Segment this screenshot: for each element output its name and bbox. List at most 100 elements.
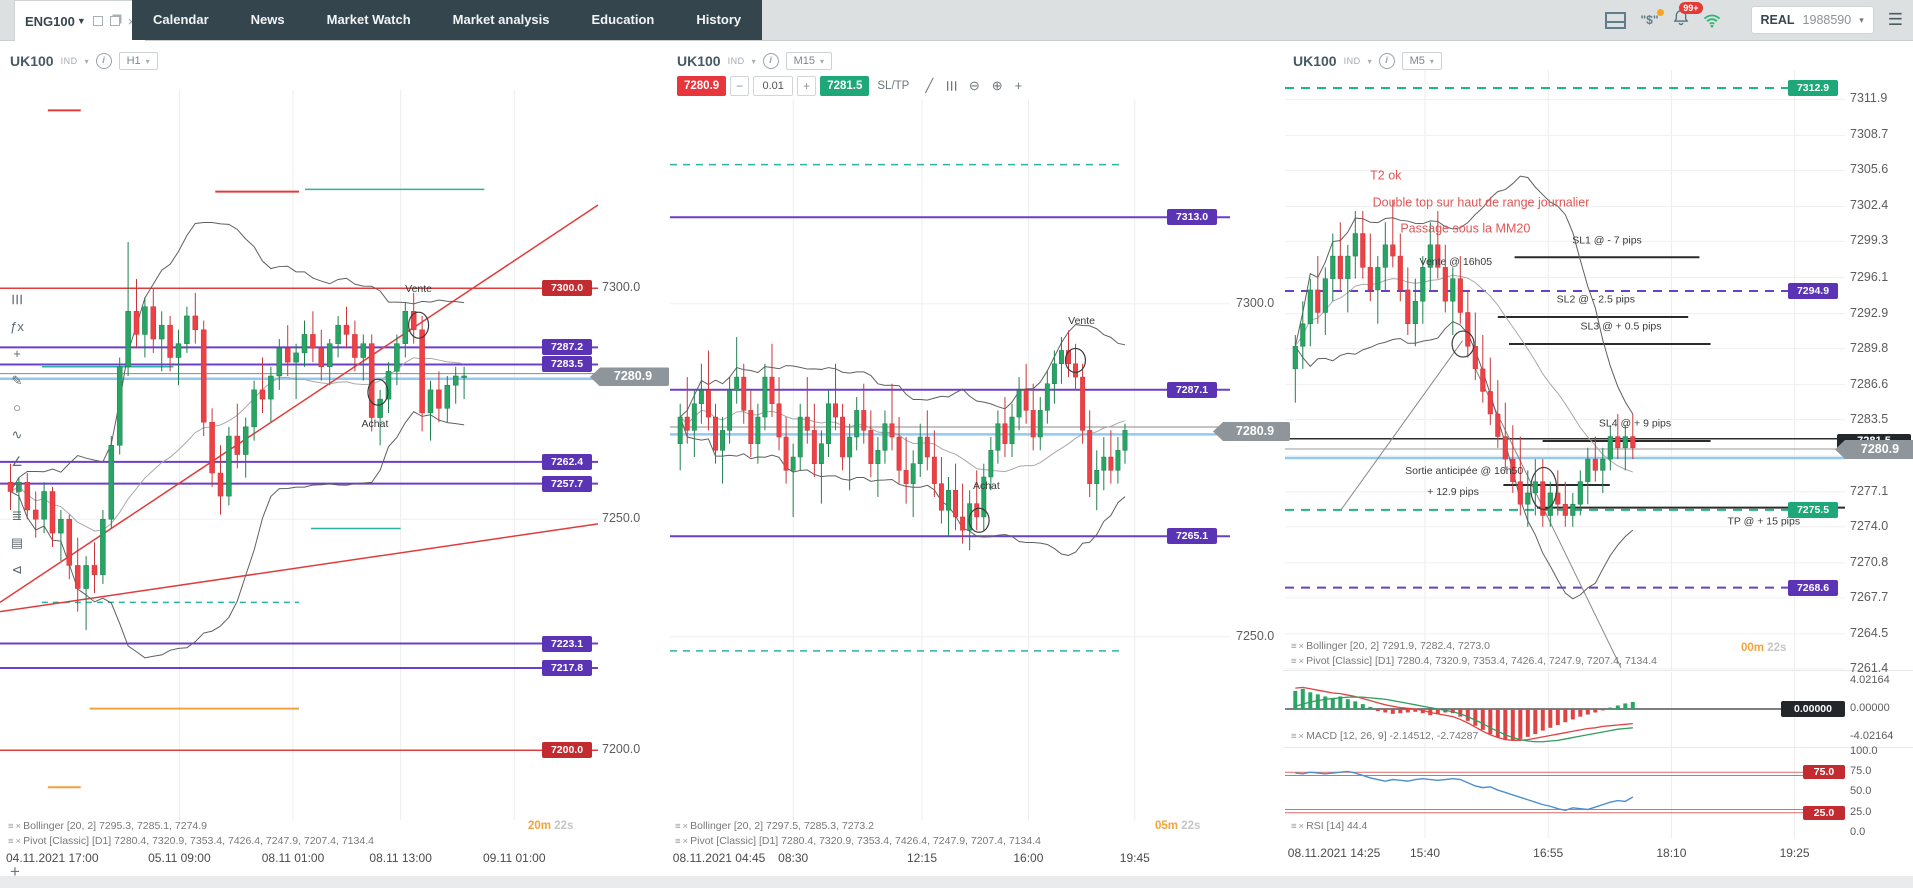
time-axis-label: 08.11.2021 14:25	[1287, 846, 1381, 860]
chevron-down-icon[interactable]: ▾	[751, 56, 756, 66]
indicator-settings-icon[interactable]: ≡	[8, 836, 14, 847]
rsi-panel-canvas[interactable]	[1285, 748, 1845, 838]
trendline-tool-icon[interactable]: ╱	[925, 78, 934, 93]
qty-increase-button[interactable]: +	[797, 76, 817, 96]
workspace-layout-icon[interactable]	[1605, 11, 1627, 29]
indicator-settings-icon[interactable]: ≡	[8, 821, 14, 832]
chart-pane-m15[interactable]: UK100 IND ▾ i M15 ▾ 7280.9 − 0.01 + 7281.…	[667, 40, 1290, 876]
notifications-bell-icon[interactable]: 99+	[1673, 2, 1703, 31]
top-bar: ENG100 ▼ × Calendar News Market Watch Ma…	[0, 0, 1913, 41]
sell-button[interactable]: 7280.9	[677, 76, 727, 96]
ellipse-tool-icon[interactable]: ○	[13, 400, 21, 415]
symbol-label[interactable]: UK100	[1293, 53, 1337, 69]
indicator-settings-icon[interactable]: ≡	[1291, 641, 1297, 652]
symbol-label[interactable]: UK100	[677, 53, 721, 69]
indicator-remove-icon[interactable]: ×	[15, 821, 22, 832]
indicators-fx-icon[interactable]: ƒx	[10, 319, 24, 334]
chevron-down-icon[interactable]: ▼	[76, 16, 86, 26]
price-axis-tick: 7299.3	[1850, 233, 1889, 248]
indicator-settings-icon[interactable]: ☰	[944, 80, 959, 92]
sltp-button[interactable]: SL/TP	[877, 80, 910, 92]
nav-item-market-watch[interactable]: Market Watch	[326, 12, 411, 27]
info-icon[interactable]: i	[95, 53, 112, 69]
indicator-settings-icon[interactable]: ≡	[675, 821, 681, 832]
layers-icon[interactable]: ▤	[10, 535, 24, 550]
angle-tool-icon[interactable]: ∠	[11, 454, 23, 469]
timeframe-selector[interactable]: M5 ▾	[1401, 52, 1442, 70]
buy-button[interactable]: 7281.5	[820, 76, 870, 96]
info-icon[interactable]: i	[762, 53, 779, 69]
popout-icon[interactable]	[92, 16, 103, 26]
indicator-legend-text: Pivot [Classic] [D1] 7280.4, 7320.9, 735…	[1306, 655, 1657, 667]
price-chart-canvas[interactable]: T2 ok Double top sur haut de range journa…	[1285, 70, 1845, 670]
price-level-badge: 7200.0	[542, 742, 592, 759]
qty-input[interactable]: 0.01	[753, 76, 794, 96]
indicator-remove-icon[interactable]: ×	[682, 836, 689, 847]
pencil-tool-icon[interactable]: ✎	[11, 373, 23, 388]
bar-countdown: 00m 22s	[1741, 642, 1787, 654]
chevron-down-icon[interactable]: ▾	[1367, 56, 1372, 66]
add-tool-icon[interactable]: +	[13, 346, 21, 361]
rsi-axis-tick: 0.0	[1850, 825, 1866, 838]
zoom-out-icon[interactable]: ⊖	[968, 78, 980, 93]
price-axis-tick: 7292.9	[1850, 305, 1889, 320]
share-icon[interactable]: ⊲	[11, 562, 23, 577]
info-icon[interactable]: i	[1378, 53, 1395, 69]
indicator-settings-icon[interactable]: ≡	[675, 836, 681, 847]
nav-item-news[interactable]: News	[250, 12, 285, 27]
qty-decrease-button[interactable]: −	[730, 76, 750, 96]
indicator-legend-text: RSI [14] 44.4	[1306, 820, 1368, 832]
indicator-settings-icon[interactable]: ≡	[1291, 731, 1297, 742]
nav-item-history[interactable]: History	[696, 12, 742, 27]
indicator-remove-icon[interactable]: ×	[1298, 821, 1305, 832]
document-tab[interactable]: ENG100 ▼ ×	[14, 0, 147, 41]
indicator-settings-icon[interactable]: ≡	[1291, 656, 1297, 667]
indicator-remove-icon[interactable]: ×	[1298, 731, 1305, 742]
time-axis-label: 09.11 01:00	[483, 851, 546, 865]
rsi-band-badge: 75.0	[1803, 765, 1845, 780]
chart-type-icon[interactable]: ☰	[9, 293, 25, 306]
indicator-remove-icon[interactable]: ×	[682, 821, 689, 832]
chart-pane-h1[interactable]: UK100 IND ▾ i H1 ▾ Vente Achat 7300.0 7250.0…	[0, 40, 669, 876]
chevron-down-icon: ▾	[1859, 14, 1864, 25]
window-edge	[0, 876, 1913, 888]
chart-pane-m5[interactable]: UK100 IND ▾ i M5 ▾ T2 ok Double top sur ha…	[1283, 40, 1913, 876]
account-id: 1988590	[1802, 13, 1852, 27]
indicator-legend-text: Bollinger [20, 2] 7291.9, 7282.4, 7273.0	[1306, 640, 1491, 652]
close-icon[interactable]: ×	[128, 14, 136, 29]
price-chart-canvas[interactable]: Vente Achat	[0, 90, 599, 820]
wave-tool-icon[interactable]: ∿	[11, 427, 23, 442]
time-axis-label: 16:55	[1533, 846, 1564, 860]
macd-panel-canvas[interactable]	[1285, 672, 1845, 748]
pan-crosshair-icon[interactable]: +	[1014, 78, 1023, 93]
price-chart-canvas[interactable]: Vente Achat	[670, 100, 1230, 820]
indicator-remove-icon[interactable]: ×	[15, 836, 22, 847]
nav-item-education[interactable]: Education	[591, 12, 655, 27]
trade-widget: 7280.9 − 0.01 + 7281.5 SL/TP ╱ ☰ ⊖ ⊕ +	[677, 76, 1028, 96]
symbol-label[interactable]: UK100	[10, 53, 54, 69]
time-axis-label: 18:10	[1656, 846, 1687, 860]
duplicate-icon[interactable]	[109, 16, 120, 26]
account-selector[interactable]: REAL 1988590 ▾	[1750, 6, 1874, 34]
notification-count-badge: 99+	[1679, 2, 1703, 14]
text-tool-icon[interactable]: T	[13, 481, 21, 496]
price-alert-icon[interactable]: "$"	[1640, 9, 1664, 27]
add-chart-button[interactable]: +	[10, 862, 20, 881]
zoom-in-icon[interactable]: ⊕	[991, 78, 1003, 93]
nav-item-market-analysis[interactable]: Market analysis	[452, 12, 550, 27]
timeframe-label: M5	[1409, 55, 1425, 67]
chart-annotation: Passage sous la MM20	[1400, 221, 1530, 235]
indicator-remove-icon[interactable]: ×	[1298, 656, 1305, 667]
chevron-down-icon[interactable]: ▾	[84, 56, 89, 66]
bar-countdown: 05m 22s	[1155, 820, 1201, 832]
price-level-badge: 7257.7	[542, 475, 592, 492]
timeframe-selector[interactable]: H1 ▾	[118, 52, 158, 70]
timeframe-selector[interactable]: M15 ▾	[785, 52, 833, 70]
price-axis-tick: 7261.4	[1850, 660, 1889, 675]
chart-tool-icons: ╱ ☰ ⊖ ⊕ +	[919, 77, 1028, 95]
indicator-settings-icon[interactable]: ≡	[1291, 821, 1297, 832]
hamburger-menu-icon[interactable]: ☰	[1887, 10, 1903, 29]
sliders-icon[interactable]: ≣	[11, 508, 23, 523]
indicator-remove-icon[interactable]: ×	[1298, 641, 1305, 652]
nav-item-calendar[interactable]: Calendar	[153, 12, 209, 27]
